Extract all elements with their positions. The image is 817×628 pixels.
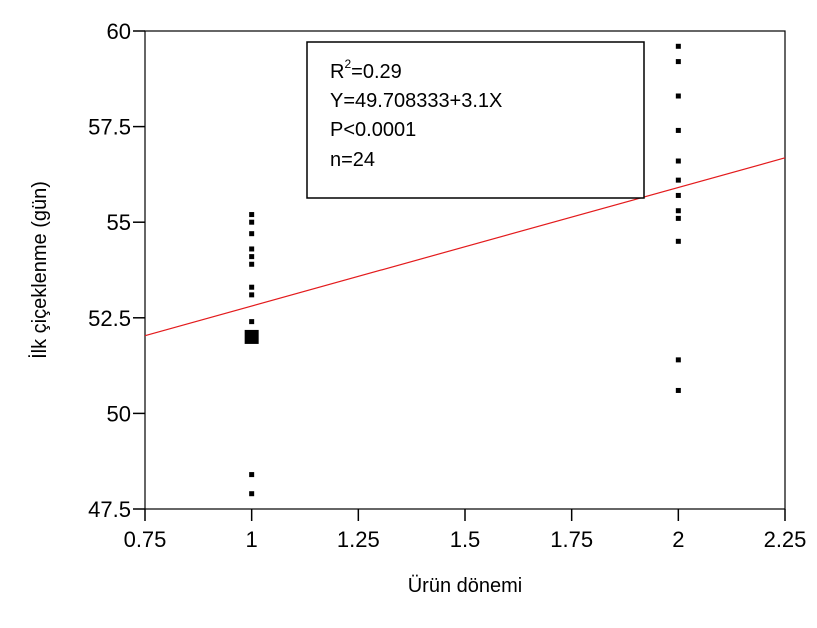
data-point bbox=[249, 284, 255, 290]
data-point bbox=[675, 43, 681, 49]
x-axis-label: Ürün dönemi bbox=[408, 575, 523, 597]
data-point bbox=[249, 319, 255, 325]
y-tick-label: 57.5 bbox=[88, 115, 131, 140]
x-tick-label: 1.5 bbox=[450, 527, 481, 552]
data-point bbox=[249, 254, 255, 260]
data-point bbox=[675, 177, 681, 183]
y-tick-label: 47.5 bbox=[88, 497, 131, 522]
x-tick-label: 0.75 bbox=[124, 527, 167, 552]
data-point bbox=[675, 238, 681, 244]
data-point bbox=[675, 59, 681, 65]
data-point bbox=[675, 215, 681, 221]
data-point bbox=[249, 292, 255, 298]
data-point bbox=[249, 261, 255, 267]
p-value-text: P<0.0001 bbox=[330, 119, 416, 141]
y-tick-label: 50 bbox=[107, 401, 131, 426]
data-point bbox=[249, 212, 255, 218]
mean-marker bbox=[244, 329, 259, 344]
y-tick-label: 55 bbox=[107, 210, 131, 235]
x-tick-label: 2 bbox=[672, 527, 684, 552]
y-tick-label: 52.5 bbox=[88, 306, 131, 331]
stats-annotation: R2=0.29 Y=49.708333+3.1X P<0.0001 n=24 bbox=[306, 41, 645, 199]
data-points bbox=[249, 43, 681, 497]
data-point bbox=[249, 231, 255, 237]
data-point bbox=[675, 387, 681, 393]
data-point bbox=[675, 93, 681, 99]
data-point bbox=[249, 246, 255, 252]
x-tick-label: 1.25 bbox=[337, 527, 380, 552]
x-tick-label: 1.75 bbox=[550, 527, 593, 552]
y-tick-label: 60 bbox=[107, 19, 131, 44]
annotation-box bbox=[306, 41, 645, 199]
data-point bbox=[675, 357, 681, 363]
n-text: n=24 bbox=[330, 149, 375, 171]
x-tick-label: 1 bbox=[246, 527, 258, 552]
equation-text: Y=49.708333+3.1X bbox=[330, 90, 502, 112]
r-squared-text: R2=0.29 bbox=[330, 57, 402, 83]
data-point bbox=[675, 192, 681, 198]
data-point bbox=[675, 158, 681, 164]
regression-line bbox=[144, 157, 786, 337]
data-point bbox=[675, 208, 681, 214]
data-point bbox=[675, 127, 681, 133]
data-point bbox=[249, 472, 255, 478]
x-tick-label: 2.25 bbox=[764, 527, 807, 552]
data-point bbox=[249, 219, 255, 225]
y-axis: 47.5 50 52.5 55 57.5 60 bbox=[88, 19, 145, 522]
y-axis-label: İlk çiçeklenme (gün) bbox=[28, 181, 51, 359]
x-axis: 0.75 1 1.25 1.5 1.75 2 2.25 bbox=[124, 509, 807, 552]
data-point bbox=[249, 491, 255, 497]
